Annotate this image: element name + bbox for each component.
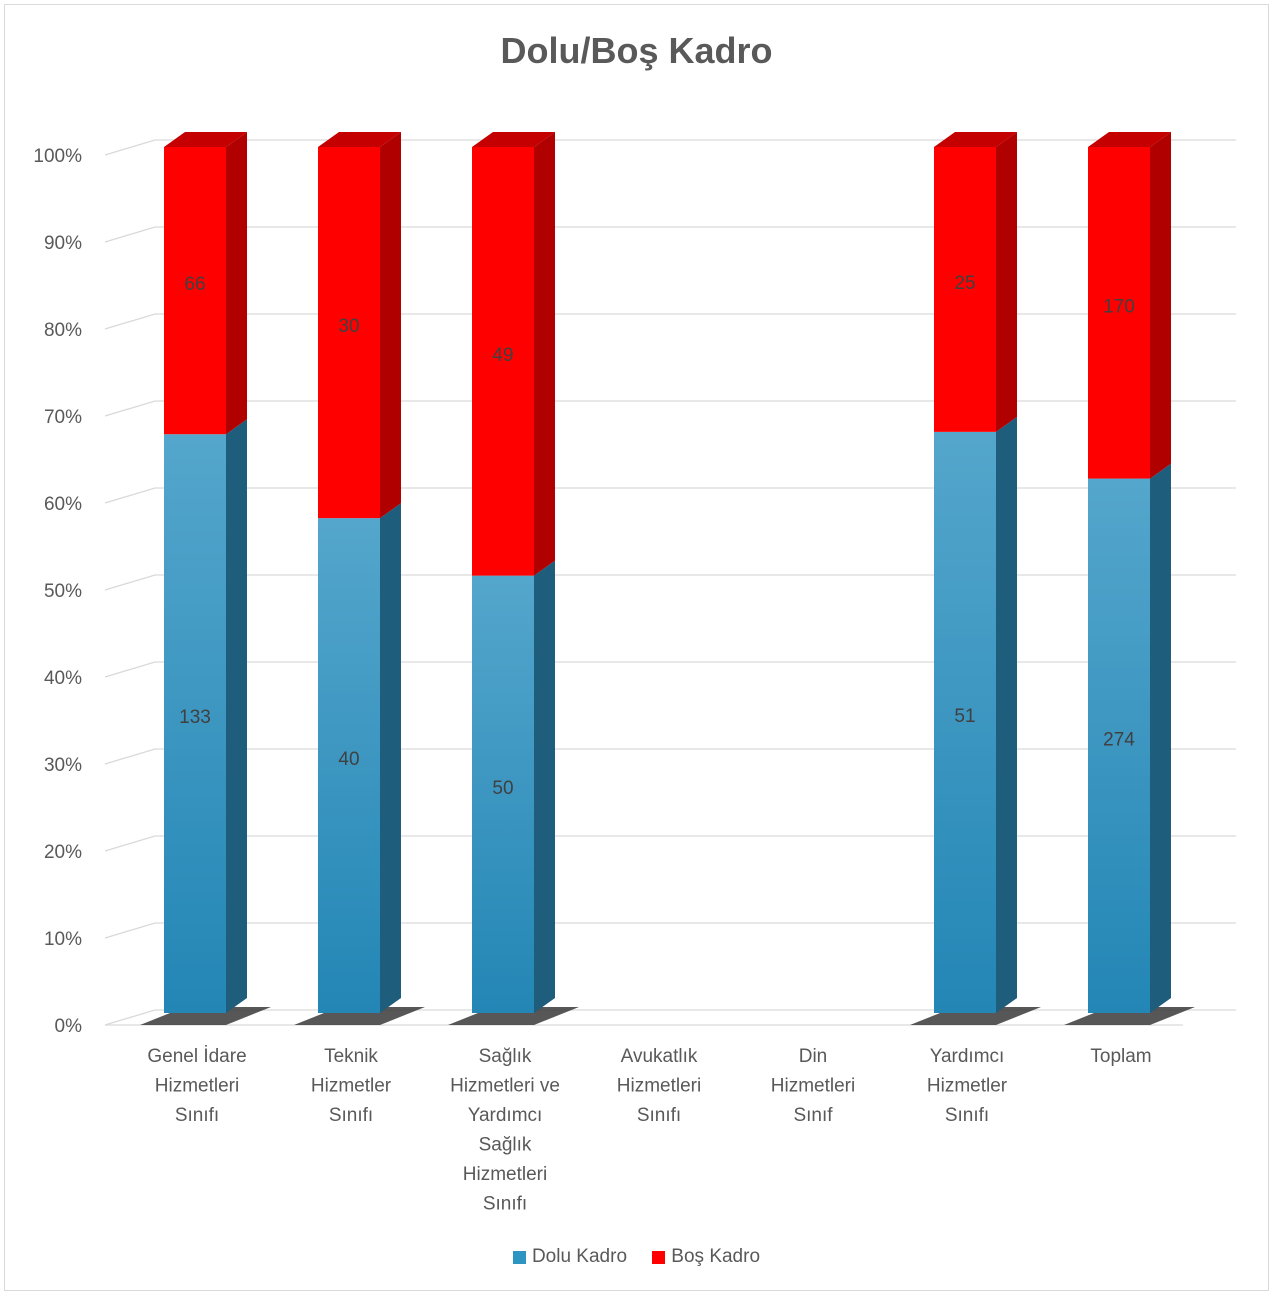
gridline bbox=[104, 661, 1236, 678]
y-tick-label: 50% bbox=[44, 581, 82, 602]
y-tick-label: 20% bbox=[44, 842, 82, 863]
y-tick-label: 100% bbox=[33, 146, 82, 167]
y-tick-label: 30% bbox=[44, 755, 82, 776]
data-label-dolu: 50 bbox=[492, 778, 513, 799]
bar-bos-side bbox=[996, 132, 1017, 432]
bar-dolu-front bbox=[318, 518, 380, 1013]
gridline bbox=[104, 574, 1236, 591]
bar-shadow bbox=[140, 1007, 271, 1025]
bar-dolu-front bbox=[164, 434, 226, 1014]
bar-dolu-side bbox=[1150, 463, 1171, 1014]
legend-label-bos: Boş Kadro bbox=[671, 1246, 761, 1267]
data-label-bos: 49 bbox=[492, 345, 513, 366]
bar-dolu-side bbox=[226, 419, 247, 1014]
data-label-dolu: 133 bbox=[179, 707, 211, 728]
gridline bbox=[104, 748, 1236, 765]
gridline bbox=[104, 487, 1236, 504]
bar-bos-front bbox=[934, 147, 996, 432]
data-label-bos: 170 bbox=[1103, 296, 1135, 317]
y-tick-label: 70% bbox=[44, 407, 82, 428]
bar-bos-top bbox=[318, 132, 401, 147]
data-label-dolu: 51 bbox=[954, 706, 975, 727]
bar-bos-front bbox=[318, 147, 380, 519]
data-label-bos: 25 bbox=[954, 273, 975, 294]
x-category-label: Avukatlık Hizmetleri Sınıfı bbox=[617, 1046, 701, 1126]
gridline bbox=[104, 313, 1236, 330]
gridline bbox=[104, 400, 1236, 417]
data-label-bos: 30 bbox=[338, 316, 359, 337]
gridline bbox=[104, 922, 1236, 939]
bar-bos-side bbox=[1150, 132, 1171, 479]
bar-bos-front bbox=[472, 147, 534, 576]
bar-bos-side bbox=[534, 132, 555, 576]
bar-bos-side bbox=[380, 132, 401, 519]
y-tick-label: 40% bbox=[44, 668, 82, 689]
gridline bbox=[104, 1009, 1236, 1026]
data-label-bos: 66 bbox=[184, 274, 205, 295]
x-category-label: Sağlık Hizmetleri ve Yardımcı Sağlık Hizmetl… bbox=[450, 1046, 560, 1215]
y-tick-label: 60% bbox=[44, 494, 82, 515]
x-category-label: Teknik Hizmetler Sınıfı bbox=[311, 1046, 392, 1126]
legend: Dolu Kadro Boş Kadro bbox=[0, 1246, 1273, 1270]
gridline bbox=[104, 226, 1236, 243]
x-category-label: Yardımcı Hizmetler Sınıfı bbox=[927, 1046, 1008, 1126]
legend-label-dolu: Dolu Kadro bbox=[531, 1246, 628, 1267]
x-category-label: Genel İdare Hizmetleri Sınıfı bbox=[147, 1046, 246, 1126]
bar-bos-top bbox=[472, 132, 555, 147]
y-tick-label: 80% bbox=[44, 320, 82, 341]
bar-shadow bbox=[910, 1007, 1041, 1025]
bar-bos-front bbox=[164, 147, 226, 435]
legend-swatch-dolu bbox=[512, 1250, 526, 1264]
legend-item-dolu: Dolu Kadro bbox=[512, 1246, 628, 1268]
bar-dolu-front bbox=[472, 575, 534, 1013]
bar-dolu-side bbox=[380, 503, 401, 1013]
bar-dolu-side bbox=[534, 560, 555, 1013]
bar-bos-top bbox=[164, 132, 247, 147]
bar-bos-side bbox=[226, 132, 247, 435]
chart-title: Dolu/Boş Kadro bbox=[500, 30, 773, 71]
bar-shadow bbox=[294, 1007, 425, 1025]
x-category-label: Din Hizmetleri Sınıf bbox=[771, 1046, 855, 1126]
x-category-label: Toplam bbox=[1090, 1046, 1151, 1067]
bar-bos-top bbox=[934, 132, 1017, 147]
legend-swatch-bos bbox=[652, 1250, 666, 1264]
bar-bos-top bbox=[1088, 132, 1171, 147]
bar-shadow bbox=[1064, 1007, 1195, 1025]
bar-dolu-side bbox=[996, 416, 1017, 1013]
legend-item-bos: Boş Kadro bbox=[652, 1246, 760, 1268]
bar-bos-front bbox=[1088, 147, 1150, 479]
bar-shadow bbox=[448, 1007, 579, 1025]
gridline bbox=[104, 139, 1236, 156]
bar-dolu-front bbox=[1088, 478, 1150, 1014]
data-label-dolu: 274 bbox=[1103, 729, 1135, 750]
y-tick-label: 90% bbox=[44, 233, 82, 254]
bar-dolu-front bbox=[934, 431, 996, 1013]
y-tick-label: 0% bbox=[55, 1016, 83, 1037]
data-label-dolu: 40 bbox=[338, 749, 359, 770]
y-tick-label: 10% bbox=[44, 929, 82, 950]
gridline bbox=[104, 835, 1236, 852]
